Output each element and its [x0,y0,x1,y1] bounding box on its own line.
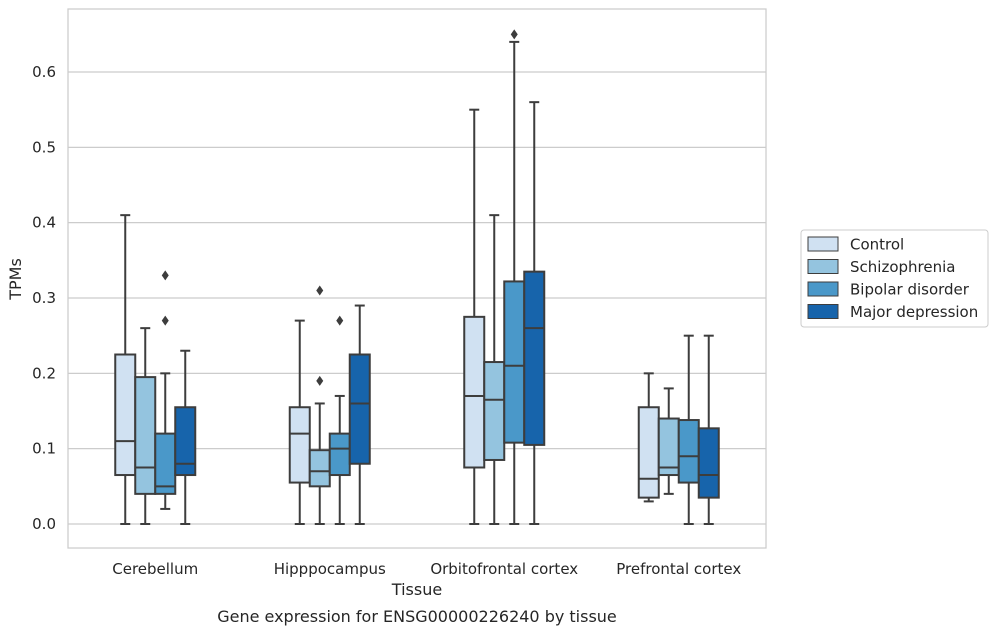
box-body [348,353,371,465]
outlier-point [336,315,344,326]
box-control [463,108,486,525]
box-body [288,406,311,484]
y-tick-label: 0.1 [32,440,56,458]
x-axis-label: Tissue [391,580,442,599]
box-body [677,419,700,484]
y-tick-label: 0.2 [32,364,56,382]
box-control [637,372,660,503]
x-tick-label: Prefrontal cortex [616,560,741,578]
y-tick-label: 0.6 [32,63,56,81]
legend-label: Bipolar disorder [850,281,970,299]
legend-swatch [807,259,839,274]
outlier-point [161,270,169,281]
box-body [308,449,331,488]
outlier-point [316,375,324,386]
legend-frame [800,229,989,328]
box-body [154,432,177,495]
legend-label: Schizophrenia [850,258,955,276]
box-body [114,353,137,477]
box-body [523,270,546,446]
chart-caption: Gene expression for ENSG00000226240 by t… [217,607,617,626]
box-body [503,280,526,444]
y-tick-label: 0.5 [32,138,56,156]
y-tick-label: 0.4 [32,214,56,232]
box-bipolar-disorder [154,270,177,510]
y-tick-labels: 0.0 0.1 0.2 0.3 0.4 0.5 0.6 [32,63,56,533]
box-series [114,29,720,525]
legend-label: Major depression [850,303,978,321]
y-tick-label: 0.0 [32,515,56,533]
box-schizophrenia [657,387,680,495]
outlier-point [316,285,324,296]
box-bipolar-disorder [503,29,526,525]
box-body [328,432,351,477]
box-body [697,427,720,499]
box-bipolar-disorder [677,334,700,525]
x-tick-label: Cerebellum [112,560,198,578]
legend-label: Control [850,236,904,254]
box-major-depression [523,101,546,525]
box-body [174,406,197,477]
box-schizophrenia [483,214,506,525]
x-tick-label: Orbitofrontal cortex [430,560,578,578]
x-tick-labels: Cerebellum Hipppocampus Orbitofrontal cort… [112,560,741,578]
box-major-depression [697,334,720,525]
x-tick-label: Hipppocampus [274,560,386,578]
box-bipolar-disorder [328,315,351,525]
legend-swatch [807,236,839,252]
legend-swatch [807,281,839,297]
box-control [288,319,311,525]
box-schizophrenia [308,285,331,525]
box-body [134,376,157,495]
box-body [463,315,486,469]
box-major-depression [348,304,371,525]
outlier-point [510,29,518,40]
y-axis-label: TPMs [6,258,25,301]
box-control [114,214,137,525]
outlier-point [161,315,169,326]
y-tick-label: 0.3 [32,289,56,307]
legend: Control Schizophrenia Bipolar disorder Majo… [800,229,989,328]
legend-swatch [807,304,839,319]
plot-frame [67,8,767,549]
box-schizophrenia [134,327,157,525]
box-major-depression [174,349,197,525]
box-body [483,361,506,461]
box-body [637,406,660,499]
